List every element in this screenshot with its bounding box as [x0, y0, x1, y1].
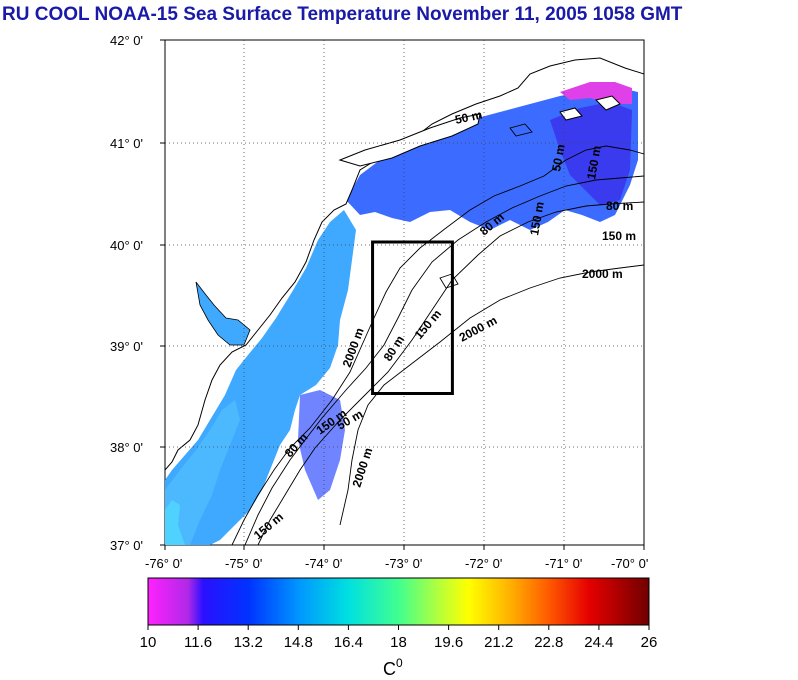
- colorbar-tick-label: 11.6: [184, 634, 212, 651]
- land-layer: [165, 40, 644, 471]
- sst-shelf-inner: [165, 400, 240, 545]
- contour-label-2000m-b: 2000 m: [582, 267, 623, 281]
- land-nantucket: [595, 95, 621, 111]
- lat-tick-label: 42° 0': [110, 33, 143, 48]
- land-marthas-vineyard: [559, 107, 583, 121]
- colorbar-tick-label: 16.4: [334, 634, 363, 651]
- contour-label-150m-e: 150 m: [584, 145, 604, 181]
- colorbar-gradient: [147, 577, 650, 626]
- contour-80m: [244, 175, 644, 545]
- graticule: [165, 40, 644, 545]
- land-mainland: [165, 40, 644, 471]
- map-title: RU COOL NOAA-15 Sea Surface Temperature …: [2, 4, 683, 25]
- contour-150m: [257, 201, 644, 545]
- lat-tick-label: 40° 0': [110, 238, 143, 253]
- lon-tick-label: -75° 0': [225, 556, 262, 571]
- land-long-island: [338, 113, 481, 167]
- colorbar-tick-label: 18: [390, 634, 407, 651]
- lat-tick-label: 37° 0': [110, 538, 143, 553]
- contour-label-80m-d: 80 m: [606, 199, 633, 213]
- colorbar-tick-label: 22.8: [534, 634, 563, 651]
- study-area-box: [371, 240, 454, 395]
- colorbar-tick-label: 19.6: [434, 634, 463, 651]
- lat-tick-label: 39° 0': [110, 339, 143, 354]
- colorbar-tick-label: 14.8: [284, 634, 313, 651]
- contour-island-n: [509, 123, 533, 137]
- colorbar-tick-label: 26: [641, 634, 658, 651]
- colorbar-tick-label: 24.4: [584, 634, 613, 651]
- colorbar-ticks: 10 11.6 13.2 14.8 16.4 18 19.6 21.2 22.8 24.4 26: [140, 625, 658, 651]
- axis-ticks: [160, 39, 645, 550]
- lon-tick-label: -74° 0': [305, 556, 342, 571]
- map-area: 50 m 80 m 150 m 2000 m 2000 m 80 m 150 m…: [110, 33, 648, 571]
- colorbar-tick-label: 13.2: [234, 634, 263, 651]
- lon-tick-label: -72° 0': [465, 556, 502, 571]
- lon-tick-label: -76° 0': [145, 556, 182, 571]
- lat-tick-labels: 42° 0' 41° 0' 40° 0' 39° 0' 38° 0' 37° 0…: [110, 33, 143, 553]
- lat-tick-label: 41° 0': [110, 136, 143, 151]
- sst-shelf-north-cold: [550, 102, 632, 205]
- contour-2000m: [339, 264, 644, 526]
- contour-label-150m-b: 150 m: [527, 201, 547, 237]
- colorbar-tick-label: 21.2: [484, 634, 513, 651]
- colorbar: 10 11.6 13.2 14.8 16.4 18 19.6 21.2 22.8 24.4 26 C…: [140, 577, 658, 679]
- lat-tick-label: 38° 0': [110, 440, 143, 455]
- lon-tick-label: -73° 0': [385, 556, 422, 571]
- contour-50m: [231, 145, 644, 545]
- chesapeake-bay: [195, 281, 251, 346]
- bathymetry-contours: [231, 123, 644, 545]
- colorbar-tick-label: 10: [140, 634, 157, 651]
- contour-label-150m-d: 150 m: [602, 229, 636, 243]
- colorbar-unit-label: C0: [383, 656, 403, 679]
- contour-label-50m: 50 m: [454, 108, 484, 127]
- contour-loop-e: [439, 273, 459, 289]
- lon-tick-label: -70° 0': [611, 556, 648, 571]
- sst-warm-coastal: [165, 500, 185, 545]
- lon-tick-label: -71° 0': [545, 556, 582, 571]
- lon-tick-labels: -76° 0' -75° 0' -74° 0' -73° 0' -72° 0' …: [145, 556, 648, 571]
- contour-label-50m-d: 50 m: [549, 143, 568, 172]
- sst-dots-cluster: [298, 390, 345, 500]
